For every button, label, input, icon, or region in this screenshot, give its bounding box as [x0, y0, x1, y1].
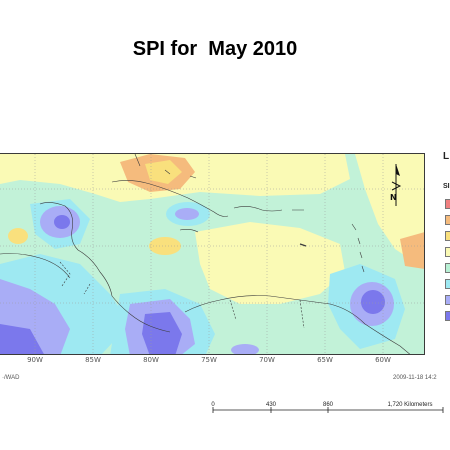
footer-timestamp: 2009-11-18 14:2	[393, 375, 437, 381]
longitude-label: 75W	[201, 356, 217, 364]
spi-extremely-wet-core-west	[0, 324, 44, 354]
scale-bar	[212, 407, 444, 413]
legend-swatch	[445, 199, 450, 209]
spi-map	[0, 153, 425, 355]
spi-extremely-wet-core-south	[142, 312, 182, 354]
coastlines	[0, 154, 411, 354]
spi-near-normal-zone-central	[195, 222, 345, 304]
spi-dry-spot-west	[8, 228, 28, 244]
longitude-label: 80W	[143, 356, 159, 364]
north-label: N	[390, 193, 397, 202]
longitude-label: 70W	[259, 356, 275, 364]
scale-label: 0	[211, 402, 215, 408]
spi-very-wet-zone-se	[231, 344, 259, 354]
longitude-label: 85W	[85, 356, 101, 364]
scale-label: 430	[265, 402, 277, 408]
spi-map-canvas	[0, 154, 424, 354]
footer-credit: ·/WAD	[2, 375, 20, 381]
longitude-label: 90W	[27, 356, 43, 364]
scale-label: 860	[322, 402, 334, 408]
north-arrow-icon: N	[390, 164, 402, 206]
longitude-label: 60W	[375, 356, 391, 364]
spi-very-wet-zone-cuba	[175, 208, 199, 220]
longitude-label: 65W	[317, 356, 333, 364]
legend-swatch	[445, 311, 450, 321]
legend-swatch	[445, 247, 450, 257]
legend-swatch	[445, 215, 450, 225]
legend-swatch	[445, 295, 450, 305]
legend-title: L	[443, 151, 450, 162]
legend-subtitle: SI	[443, 183, 450, 190]
graticule	[0, 154, 424, 354]
legend-swatch	[445, 279, 450, 289]
spi-extremely-wet-core-east	[361, 290, 385, 314]
spi-extremely-wet-core	[54, 215, 70, 229]
legend-swatch	[445, 263, 450, 273]
spi-moderately-dry-zone-east	[400, 232, 424, 269]
legend-swatch	[445, 231, 450, 241]
scale-label: 1,720 Kilometers	[387, 402, 433, 408]
spi-dry-core	[145, 160, 182, 184]
map-title: SPI for May 2010	[132, 38, 298, 60]
